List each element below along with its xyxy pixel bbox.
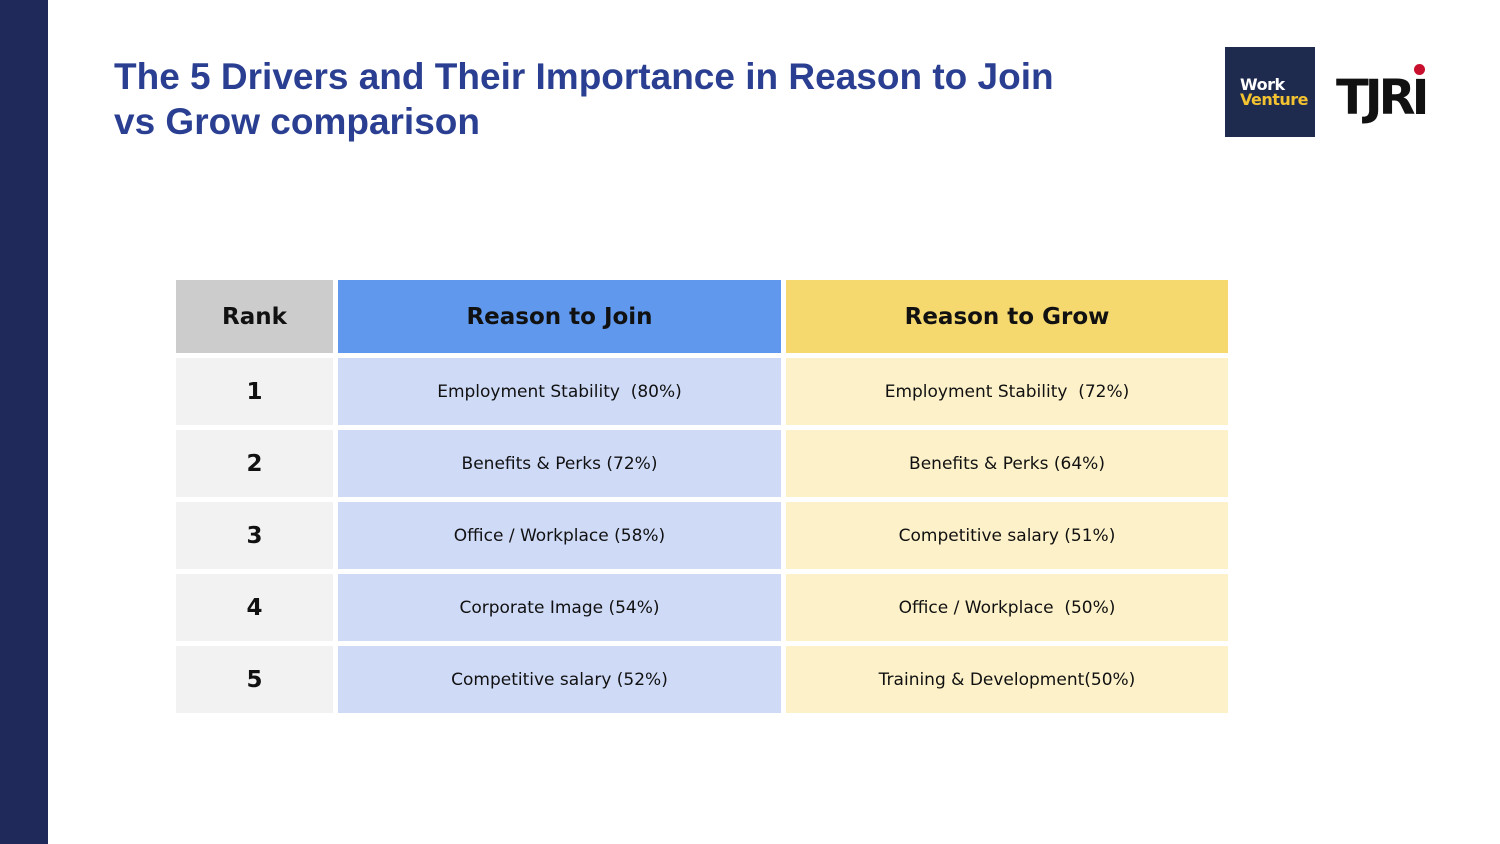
drivers-comparison-table: Rank Reason to Join Reason to Grow 1 Emp… <box>176 280 1228 718</box>
join-cell: Office / Workplace (58%) <box>338 502 781 569</box>
table-row: 1 Employment Stability (80%) Employment … <box>176 358 1228 425</box>
workventure-logo-line-1: Work <box>1240 75 1285 94</box>
rank-cell: 3 <box>176 502 333 569</box>
slide-title-line-2: vs Grow comparison <box>114 101 480 142</box>
header-rank: Rank <box>176 280 333 353</box>
grow-cell: Benefits & Perks (64%) <box>786 430 1228 497</box>
rank-cell: 4 <box>176 574 333 641</box>
side-accent-bar <box>0 0 48 844</box>
tjri-logo-text: TJRI <box>1336 70 1429 126</box>
rank-cell: 2 <box>176 430 333 497</box>
join-cell: Benefits & Perks (72%) <box>338 430 781 497</box>
workventure-logo-line-2: Venture <box>1240 90 1309 109</box>
header-reason-to-grow: Reason to Grow <box>786 280 1228 353</box>
tjri-logo-dot-icon <box>1414 64 1425 75</box>
grow-cell: Office / Workplace (50%) <box>786 574 1228 641</box>
table-row: 5 Competitive salary (52%) Training & De… <box>176 646 1228 713</box>
grow-cell: Competitive salary (51%) <box>786 502 1228 569</box>
rank-cell: 5 <box>176 646 333 713</box>
join-cell: Competitive salary (52%) <box>338 646 781 713</box>
table-row: 3 Office / Workplace (58%) Competitive s… <box>176 502 1228 569</box>
slide-title: The 5 Drivers and Their Importance in Re… <box>114 54 1114 144</box>
workventure-logo: Work Venture <box>1225 47 1315 137</box>
table-header-row: Rank Reason to Join Reason to Grow <box>176 280 1228 353</box>
header-reason-to-join: Reason to Join <box>338 280 781 353</box>
rank-cell: 1 <box>176 358 333 425</box>
table-row: 4 Corporate Image (54%) Office / Workpla… <box>176 574 1228 641</box>
join-cell: Employment Stability (80%) <box>338 358 781 425</box>
grow-cell: Employment Stability (72%) <box>786 358 1228 425</box>
grow-cell: Training & Development(50%) <box>786 646 1228 713</box>
slide-title-line-1: The 5 Drivers and Their Importance in Re… <box>114 56 1054 97</box>
table-row: 2 Benefits & Perks (72%) Benefits & Perk… <box>176 430 1228 497</box>
tjri-logo: TJRI <box>1336 64 1431 126</box>
join-cell: Corporate Image (54%) <box>338 574 781 641</box>
